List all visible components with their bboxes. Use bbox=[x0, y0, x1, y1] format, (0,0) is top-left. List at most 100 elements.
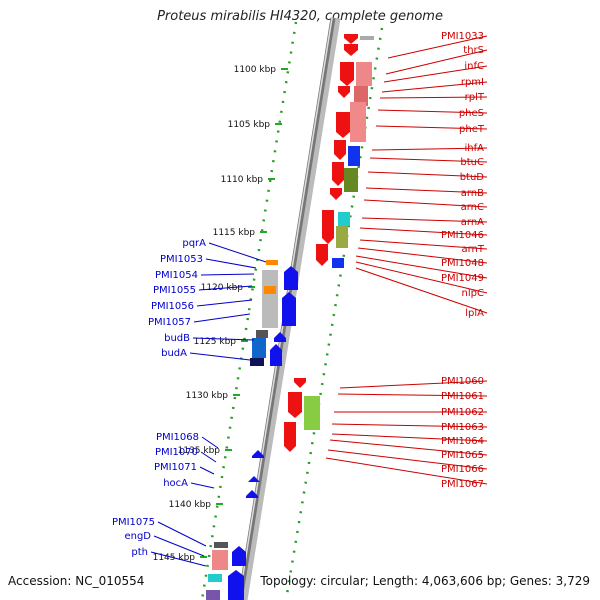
gene-leader-line bbox=[200, 451, 217, 463]
forward-gene-arrow bbox=[330, 188, 342, 200]
feature-block bbox=[348, 146, 360, 166]
topology-text: Topology: circular; Length: 4,063,606 bp… bbox=[260, 574, 590, 588]
gene-label-forward: lplA bbox=[465, 308, 484, 319]
feature-block bbox=[214, 542, 228, 548]
gene-leader-line bbox=[381, 81, 488, 93]
gene-label-forward: arnC bbox=[461, 202, 484, 213]
gene-leader-line bbox=[196, 299, 253, 307]
gene-leader-line bbox=[200, 273, 255, 276]
forward-gene-arrow bbox=[334, 140, 346, 160]
feature-block bbox=[256, 330, 268, 338]
forward-gene-arrow bbox=[288, 392, 302, 418]
feature-block bbox=[332, 258, 344, 268]
gene-label-forward: PMI1049 bbox=[441, 273, 484, 284]
gene-leader-line bbox=[385, 49, 488, 75]
gene-label-forward: arnB bbox=[461, 188, 484, 199]
gene-label-reverse: PMI1053 bbox=[160, 254, 203, 265]
gene-label-reverse: PMI1071 bbox=[154, 462, 197, 473]
feature-block bbox=[250, 358, 264, 366]
scale-label: 1100 kbp bbox=[234, 65, 277, 75]
gene-label-reverse: budB bbox=[164, 333, 190, 344]
reverse-gene-arrow bbox=[232, 546, 246, 566]
map-title: Proteus mirabilis HI4320, complete genom… bbox=[157, 9, 443, 24]
gene-leader-line bbox=[157, 521, 207, 547]
gene-leader-line bbox=[371, 147, 488, 151]
gene-label-reverse: PMI1057 bbox=[148, 317, 191, 328]
gene-label-forward: nlpC bbox=[462, 288, 484, 299]
gene-label-reverse: pth bbox=[131, 547, 148, 558]
forward-gene-arrow bbox=[344, 44, 358, 56]
gene-leader-line bbox=[367, 171, 488, 178]
scale-label: 1115 kbp bbox=[213, 228, 256, 238]
forward-gene-arrow bbox=[284, 422, 296, 452]
gene-label-reverse: PMI1075 bbox=[112, 517, 155, 528]
gene-leader-line bbox=[329, 439, 488, 456]
gene-leader-line bbox=[377, 109, 488, 114]
reverse-gene-arrow bbox=[246, 490, 258, 498]
forward-gene-arrow bbox=[322, 210, 334, 244]
gene-label-forward: infC bbox=[464, 61, 484, 72]
gene-leader-line bbox=[150, 551, 207, 567]
reverse-gene-arrow bbox=[284, 266, 298, 290]
reverse-gene-arrow bbox=[248, 476, 260, 482]
gene-label-reverse: PMI1068 bbox=[156, 432, 199, 443]
gene-leader-line bbox=[153, 535, 205, 557]
gene-leader-line bbox=[189, 352, 251, 361]
feature-block bbox=[266, 260, 278, 265]
feature-block bbox=[206, 590, 220, 600]
gene-leader-line bbox=[325, 457, 488, 485]
reverse-gene-arrow bbox=[228, 570, 244, 600]
gene-label-forward: PMI1063 bbox=[441, 422, 484, 433]
gene-leader-line bbox=[359, 239, 488, 250]
gene-label-forward: PMI1033 bbox=[441, 31, 484, 42]
gene-label-reverse: PMI1070 bbox=[155, 447, 198, 458]
gene-label-forward: rplT bbox=[465, 92, 485, 103]
gene-leader-line bbox=[357, 247, 488, 264]
gene-label-forward: PMI1064 bbox=[441, 436, 484, 447]
gene-label-forward: PMI1060 bbox=[441, 376, 484, 387]
gene-label-forward: ihfA bbox=[465, 143, 485, 154]
gene-leader-line bbox=[331, 423, 488, 428]
gene-leader-line bbox=[337, 393, 488, 397]
feature-block bbox=[212, 550, 228, 570]
gene-leader-line bbox=[379, 96, 488, 99]
forward-gene-arrow bbox=[336, 112, 350, 138]
reverse-gene-arrow bbox=[274, 332, 286, 342]
gene-leader-line bbox=[331, 433, 488, 442]
gene-label-reverse: pqrA bbox=[182, 238, 206, 249]
gene-label-forward: PMI1046 bbox=[441, 230, 484, 241]
gene-leader-line bbox=[387, 35, 488, 59]
feature-block bbox=[356, 62, 372, 86]
scale-label: 1140 kbp bbox=[169, 500, 212, 510]
gene-leader-line bbox=[193, 313, 251, 323]
gene-leader-line bbox=[339, 380, 488, 389]
gene-leader-line bbox=[361, 217, 488, 223]
gene-leader-line bbox=[365, 187, 488, 194]
gene-leader-line bbox=[205, 258, 257, 269]
gene-label-reverse: PMI1055 bbox=[153, 285, 196, 296]
gene-leader-line bbox=[201, 436, 219, 449]
gene-label-forward: btuD bbox=[460, 172, 485, 183]
gene-label-forward: thrS bbox=[463, 45, 484, 56]
feature-block bbox=[252, 338, 266, 358]
gene-leader-line bbox=[190, 482, 215, 489]
gene-leader-line bbox=[199, 466, 215, 475]
gene-label-forward: pheT bbox=[459, 124, 485, 135]
gene-leader-line bbox=[383, 65, 488, 83]
feature-block bbox=[360, 36, 374, 40]
forward-gene-arrow bbox=[344, 34, 358, 44]
gene-leader-line bbox=[359, 227, 488, 236]
feature-block bbox=[262, 270, 278, 328]
gene-leader-line bbox=[355, 255, 488, 279]
gene-leader-line bbox=[369, 157, 488, 163]
feature-block bbox=[344, 168, 358, 192]
gene-leader-line bbox=[208, 242, 267, 263]
gene-label-reverse: PMI1056 bbox=[151, 301, 194, 312]
scale-label: 1130 kbp bbox=[186, 391, 229, 401]
gene-leader-line bbox=[355, 261, 488, 294]
gene-label-forward: btuC bbox=[460, 157, 484, 168]
forward-gene-arrow bbox=[332, 162, 344, 186]
gene-label-forward: arnT bbox=[461, 244, 484, 255]
gene-leader-line bbox=[363, 199, 488, 208]
gene-leader-line bbox=[192, 337, 255, 341]
